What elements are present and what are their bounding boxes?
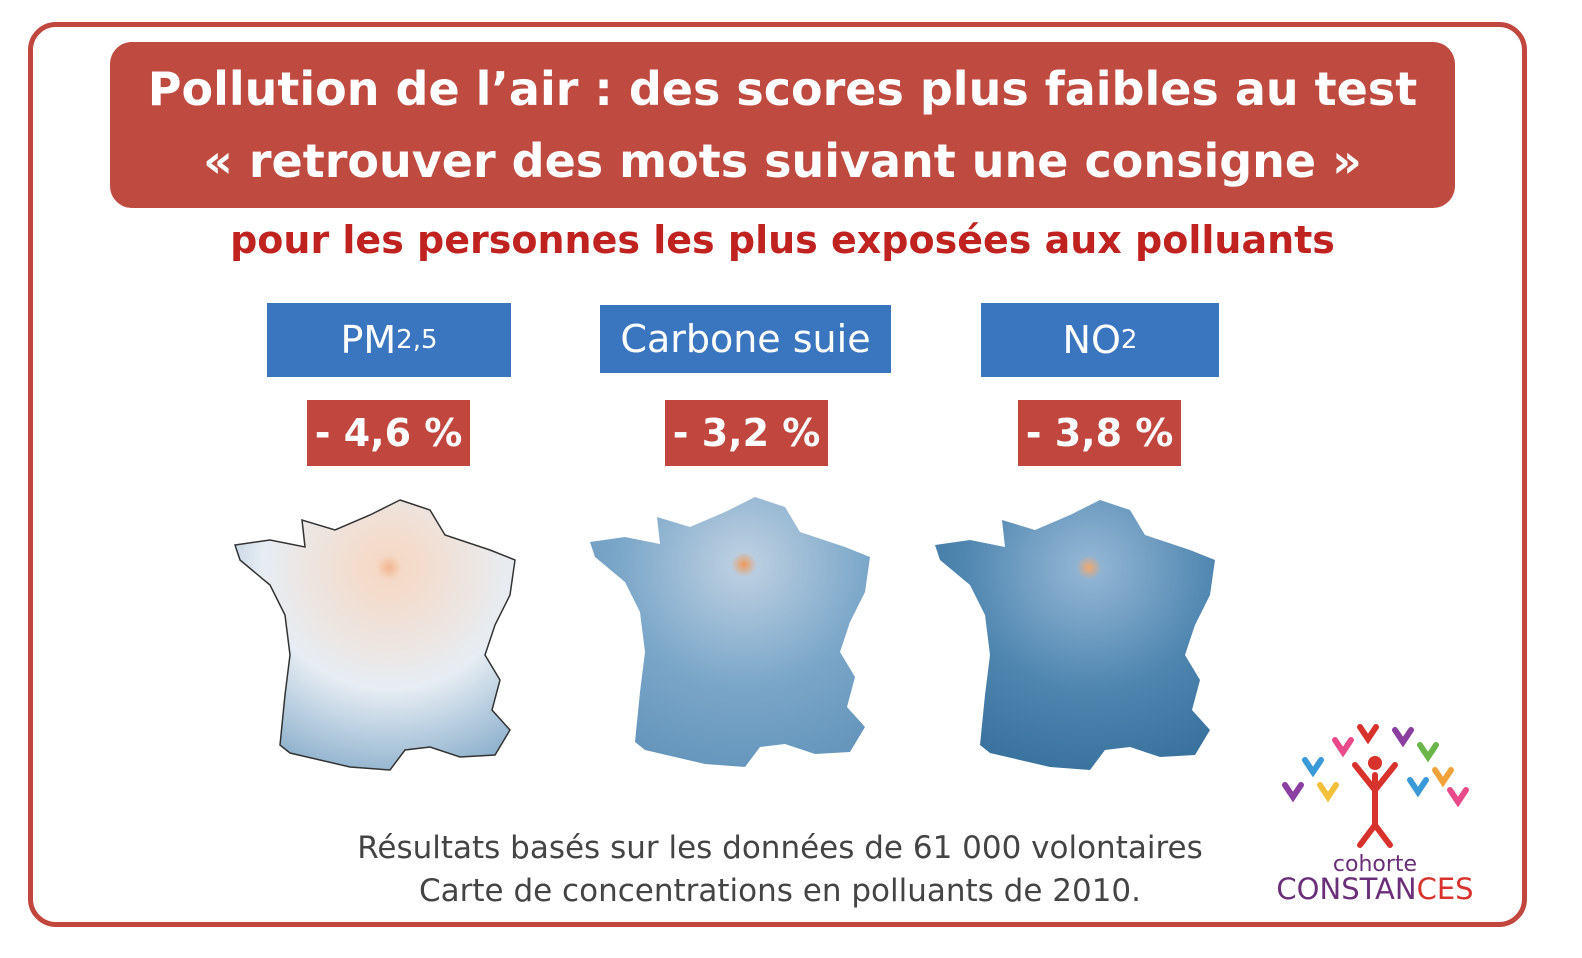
logo-icon [1282, 724, 1469, 848]
logo-text: CONSTANCES [1270, 872, 1480, 906]
footer-line: Carte de concentrations en polluants de … [418, 873, 1142, 909]
map-carbon [590, 497, 870, 767]
logo-text: cohorte [1332, 852, 1418, 877]
change: - 4,6 % [307, 400, 470, 466]
map-pm25 [234, 499, 516, 771]
logo-part: CES [1416, 872, 1474, 906]
pollutant-label: PM 2,5 [267, 303, 511, 377]
pollutant-sub: 2 [1120, 325, 1138, 355]
change: - 3,2 % [665, 400, 828, 466]
pollutant-name: Carbone suie [620, 317, 871, 361]
pollutant-label: Carbone suie [600, 305, 891, 373]
logo-part: CONSTAN [1276, 872, 1417, 906]
change: - 3,8 % [1018, 400, 1181, 466]
title-line: Pollution de l’air : des scores plus fai… [147, 62, 1418, 116]
pollutant-name: PM [340, 318, 397, 362]
pollutant-label: NO 2 [981, 303, 1219, 377]
title-box: Pollution de l’air : des scores plus fai… [110, 42, 1455, 208]
pollutant-sub: 2,5 [396, 325, 438, 355]
footer-line: Résultats basés sur les données de 61 00… [357, 830, 1203, 866]
map-no2 [935, 500, 1215, 770]
frame [28, 22, 1527, 927]
subtitle: pour les personnes les plus exposées aux… [230, 218, 1335, 262]
pollutant-name: NO [1062, 318, 1121, 362]
title-line: « retrouver des mots suivant une consign… [203, 134, 1362, 188]
